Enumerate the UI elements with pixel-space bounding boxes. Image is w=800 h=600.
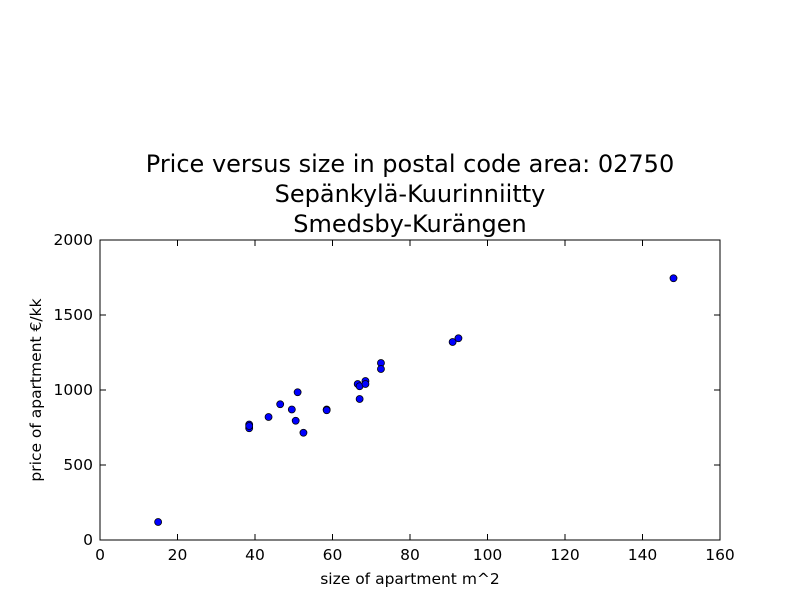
data-point bbox=[276, 400, 285, 409]
y-tick-label: 1000 bbox=[54, 381, 93, 399]
x-tick-label: 0 bbox=[95, 546, 105, 564]
data-point bbox=[448, 338, 457, 346]
x-tick-label: 40 bbox=[245, 546, 265, 564]
y-tick-label: 1500 bbox=[54, 306, 93, 324]
data-point bbox=[361, 380, 370, 388]
x-tick-label: 160 bbox=[705, 546, 735, 564]
x-tick-label: 80 bbox=[400, 546, 420, 564]
y-tick-label: 2000 bbox=[54, 231, 93, 249]
y-tick-label: 0 bbox=[83, 531, 93, 549]
data-point bbox=[154, 518, 163, 526]
data-point bbox=[322, 406, 331, 415]
data-point bbox=[293, 388, 302, 397]
x-tick-label: 120 bbox=[550, 546, 580, 564]
data-point bbox=[377, 365, 385, 373]
data-points bbox=[154, 274, 678, 526]
x-tick-label: 60 bbox=[323, 546, 343, 564]
data-point bbox=[299, 428, 308, 437]
title-line-3: Smedsby-Kurängen bbox=[293, 210, 527, 238]
y-axis-label: price of apartment €/kk bbox=[27, 298, 45, 481]
data-point bbox=[669, 274, 678, 283]
data-point bbox=[264, 413, 273, 421]
x-tick-label: 140 bbox=[628, 546, 658, 564]
chart-title: Price versus size in postal code area: 0… bbox=[146, 150, 674, 238]
data-point bbox=[454, 334, 463, 343]
title-line-1: Price versus size in postal code area: 0… bbox=[146, 150, 674, 178]
data-point bbox=[287, 405, 296, 414]
data-point bbox=[355, 395, 364, 403]
x-axis-label: size of apartment m^2 bbox=[320, 570, 500, 588]
y-tick-label: 500 bbox=[63, 456, 93, 474]
data-point bbox=[291, 416, 300, 425]
axis-ticks: 0 20 40 60 80 100 120 140 160 0 500 1000 1500 2000 bbox=[54, 231, 735, 564]
data-point bbox=[245, 422, 254, 430]
title-line-2: Sepänkylä-Kuurinniitty bbox=[275, 180, 546, 208]
x-tick-label: 100 bbox=[473, 546, 503, 564]
plot-area bbox=[99, 239, 721, 541]
x-tick-label: 20 bbox=[168, 546, 188, 564]
